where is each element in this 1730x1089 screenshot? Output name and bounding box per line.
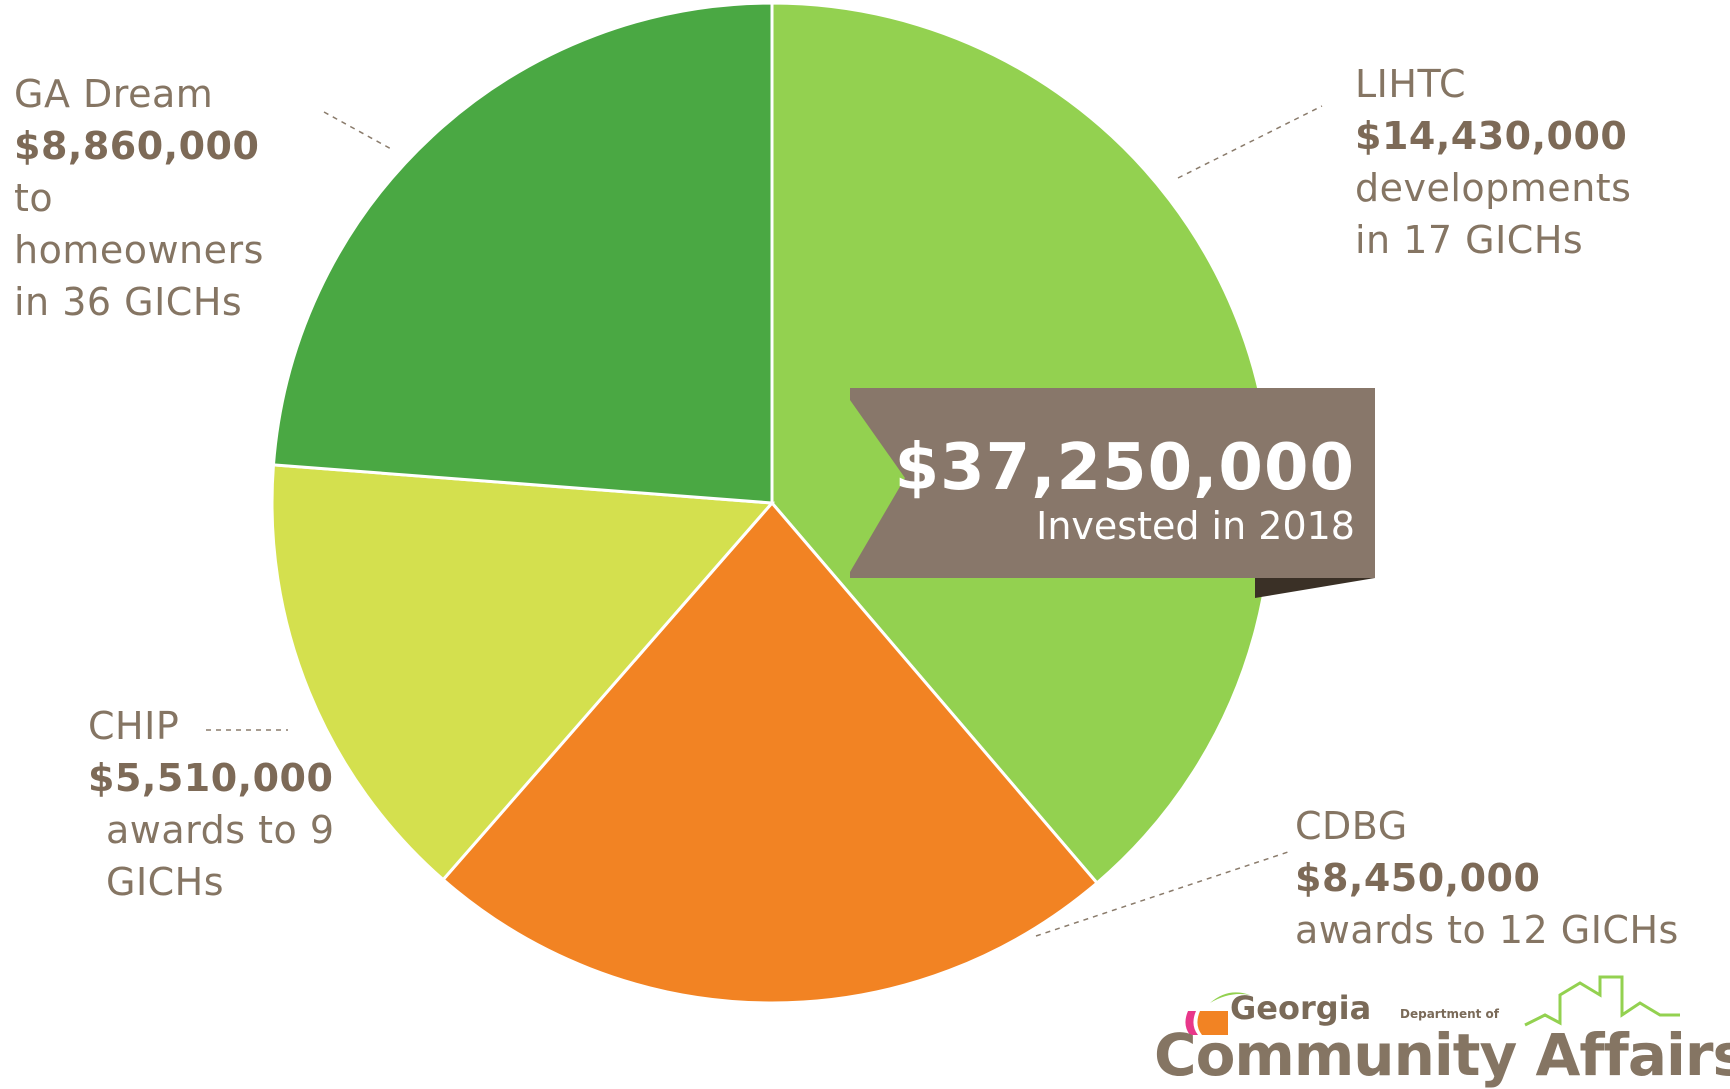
- label-lihtc-name: LIHTC: [1355, 62, 1466, 106]
- label-gadream-amount: $8,860,000: [14, 124, 260, 168]
- pie-slice-cdbg: [441, 500, 1100, 1005]
- logo-community-affairs: Community Affairs: [1154, 1021, 1730, 1089]
- label-gadream-line1: to: [14, 176, 54, 220]
- label-cdbg-line1: awards to 12 GICHs: [1295, 908, 1679, 952]
- label-lihtc-line2: in 17 GICHs: [1355, 218, 1584, 262]
- label-gadream-line2: homeowners: [14, 228, 264, 272]
- label-chip-amount: $5,510,000: [88, 756, 334, 800]
- pie-slice-ga-dream: [271, 1, 774, 505]
- label-chip-line1: awards to 9: [106, 808, 335, 852]
- pie-slice-chip: [270, 463, 776, 882]
- label-chip: CHIP $5,510,000 awards to 9 GICHs: [88, 700, 335, 908]
- total-callout: $37,250,000 Invested in 2018: [860, 432, 1355, 548]
- total-banner: [850, 388, 1375, 578]
- logo-graphic: [1185, 975, 1680, 1035]
- label-gadream: GA Dream $8,860,000 to homeowners in 36 …: [14, 68, 264, 328]
- leader-cdbg: [1035, 851, 1289, 937]
- label-lihtc: LIHTC $14,430,000 developments in 17 GIC…: [1355, 58, 1631, 266]
- logo-dept: Department of: [1400, 1007, 1500, 1021]
- label-cdbg: CDBG $8,450,000 awards to 12 GICHs: [1295, 800, 1679, 956]
- label-cdbg-name: CDBG: [1295, 804, 1408, 848]
- leader-gadream: [323, 111, 394, 151]
- label-chip-line2: GICHs: [106, 860, 225, 904]
- total-value: $37,250,000: [894, 431, 1355, 505]
- label-chip-name: CHIP: [88, 704, 180, 748]
- label-lihtc-line1: developments: [1355, 166, 1632, 210]
- label-gadream-name: GA Dream: [14, 72, 214, 116]
- label-cdbg-amount: $8,450,000: [1295, 856, 1541, 900]
- dca-logo: Georgia Department of Community Affairs: [1150, 955, 1730, 1089]
- total-caption: Invested in 2018: [1036, 504, 1355, 548]
- leader-lihtc: [1177, 105, 1323, 179]
- logo-georgia: Georgia: [1230, 989, 1372, 1027]
- label-gadream-line3: in 36 GICHs: [14, 280, 243, 324]
- label-lihtc-amount: $14,430,000: [1355, 114, 1628, 158]
